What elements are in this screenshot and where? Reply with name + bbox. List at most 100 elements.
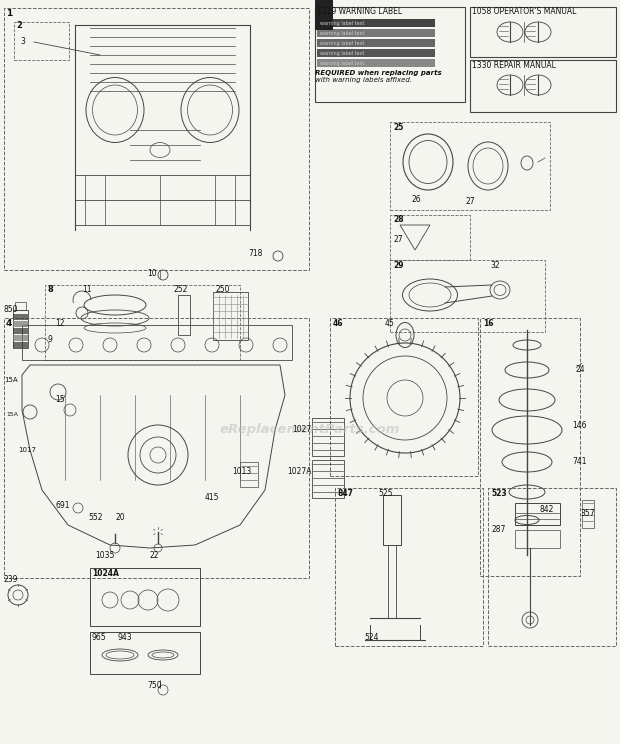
Bar — [335, 488, 483, 646]
Text: 32: 32 — [490, 260, 500, 269]
Text: 1058 OPERATOR'S MANUAL: 1058 OPERATOR'S MANUAL — [472, 7, 577, 16]
Bar — [515, 530, 560, 548]
Bar — [470, 60, 616, 112]
Bar — [213, 292, 248, 340]
Bar — [390, 215, 470, 260]
Bar — [582, 500, 594, 528]
Bar — [45, 285, 240, 360]
Text: 1319 WARNING LABEL: 1319 WARNING LABEL — [317, 7, 402, 16]
Text: 22: 22 — [150, 551, 159, 559]
Text: 25: 25 — [393, 124, 404, 132]
Text: 11: 11 — [82, 286, 92, 295]
Bar — [90, 632, 200, 674]
Text: warning label text: warning label text — [320, 60, 365, 65]
Text: 3: 3 — [20, 37, 25, 46]
Bar — [470, 7, 616, 57]
Text: warning label text: warning label text — [320, 40, 365, 45]
Bar — [312, 418, 344, 456]
Text: 146: 146 — [572, 420, 587, 429]
Text: 20: 20 — [115, 513, 125, 522]
Text: 1035: 1035 — [95, 551, 114, 559]
Text: 16: 16 — [483, 318, 494, 327]
Text: 1: 1 — [6, 8, 12, 18]
Text: 10: 10 — [147, 269, 157, 278]
Text: 552: 552 — [88, 513, 102, 522]
Bar — [4, 8, 309, 270]
Text: 415: 415 — [205, 493, 219, 502]
Text: 750: 750 — [148, 681, 162, 690]
Bar — [15, 302, 26, 310]
Text: 525: 525 — [378, 489, 392, 498]
Bar — [240, 462, 258, 487]
Text: 239: 239 — [3, 576, 17, 585]
Text: warning label text: warning label text — [320, 21, 365, 25]
Bar — [390, 122, 550, 210]
Text: 15: 15 — [55, 396, 64, 405]
Text: 1013: 1013 — [232, 467, 251, 476]
Bar — [315, 0, 333, 30]
Text: 1024A: 1024A — [92, 568, 119, 577]
Text: 741: 741 — [572, 458, 587, 466]
Bar — [14, 22, 69, 60]
Text: 524: 524 — [365, 633, 379, 643]
Text: 250: 250 — [215, 286, 229, 295]
Text: REQUIRED when replacing parts: REQUIRED when replacing parts — [315, 70, 441, 76]
Bar — [317, 59, 435, 67]
Bar — [13, 310, 28, 348]
Text: 842: 842 — [540, 505, 554, 515]
Bar — [515, 503, 560, 525]
Bar — [13, 321, 28, 327]
Text: with warning labels affixed.: with warning labels affixed. — [315, 77, 412, 83]
Text: eReplacementParts.com: eReplacementParts.com — [220, 423, 400, 437]
Text: warning label text: warning label text — [320, 51, 365, 56]
Text: 718: 718 — [248, 248, 262, 257]
Text: 691: 691 — [55, 501, 69, 510]
Bar — [388, 545, 396, 618]
Text: warning label text: warning label text — [320, 31, 365, 36]
Bar — [315, 7, 465, 102]
Bar — [90, 568, 200, 626]
Text: 26: 26 — [412, 196, 422, 205]
Text: 15A: 15A — [4, 377, 18, 383]
Bar — [13, 335, 28, 341]
Text: 27: 27 — [465, 197, 475, 207]
Text: 4: 4 — [6, 318, 12, 327]
Bar — [480, 318, 580, 576]
Bar — [317, 19, 435, 27]
Text: 24: 24 — [576, 365, 586, 374]
Bar — [22, 325, 292, 360]
Text: 12: 12 — [55, 318, 64, 327]
Bar — [312, 460, 344, 498]
Text: 1330 REPAIR MANUAL: 1330 REPAIR MANUAL — [472, 60, 556, 69]
Bar — [317, 49, 435, 57]
Text: 8: 8 — [47, 286, 53, 295]
Bar — [13, 314, 28, 320]
Bar — [13, 328, 28, 334]
Text: 28: 28 — [393, 216, 404, 225]
Text: 2: 2 — [16, 22, 22, 31]
Text: 45: 45 — [385, 318, 395, 327]
Text: 523: 523 — [491, 489, 507, 498]
Bar — [317, 29, 435, 37]
Text: 9: 9 — [47, 336, 52, 344]
Text: 850: 850 — [3, 306, 17, 315]
Text: 27: 27 — [393, 236, 402, 245]
Bar — [317, 39, 435, 47]
Bar — [390, 260, 545, 332]
Bar — [488, 488, 616, 646]
Text: 943: 943 — [118, 632, 133, 641]
Bar — [13, 342, 28, 348]
Text: 29: 29 — [393, 260, 404, 269]
Text: 1017: 1017 — [18, 447, 36, 453]
Text: 357: 357 — [580, 508, 595, 518]
Text: 1027: 1027 — [292, 426, 311, 434]
Bar — [383, 495, 401, 545]
Bar — [330, 318, 478, 476]
Text: 287: 287 — [491, 525, 505, 534]
Text: 965: 965 — [92, 632, 107, 641]
Text: 46: 46 — [333, 318, 343, 327]
Text: 847: 847 — [338, 489, 354, 498]
Bar — [178, 295, 190, 335]
Bar — [4, 318, 309, 578]
Text: 1027A: 1027A — [287, 467, 311, 476]
